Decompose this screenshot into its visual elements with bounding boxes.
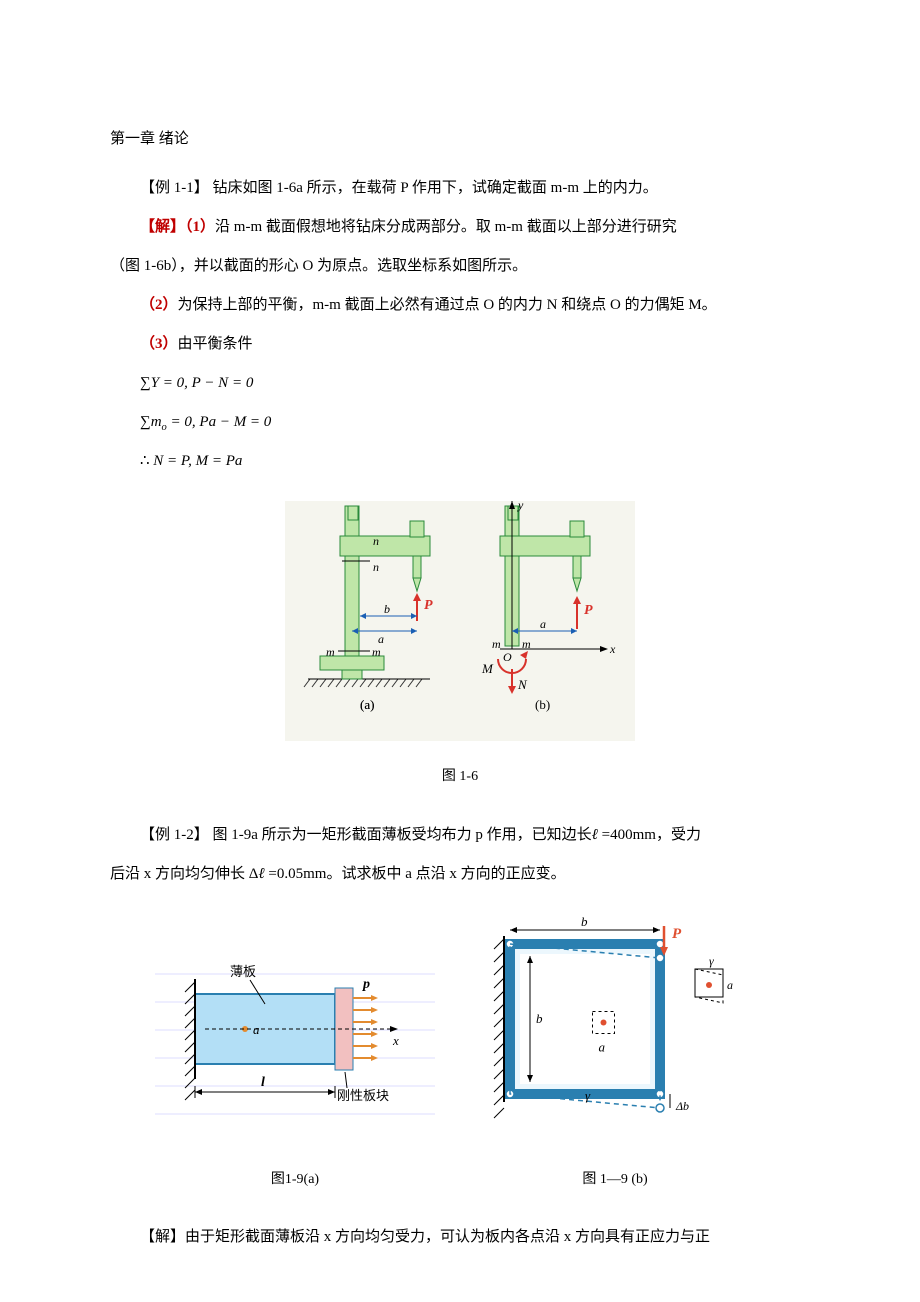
ex1-step1-cont: （图 1-6b），并以截面的形心 O 为原点。选取坐标系如图所示。 (110, 247, 810, 286)
ex2-heading: 【例 1-2】 图 1-9a 所示为一矩形截面薄板受均布力 p 作用，已知边长ℓ… (110, 816, 810, 855)
svg-text:P: P (424, 598, 433, 613)
svg-text:薄板: 薄板 (230, 964, 256, 979)
svg-text:l: l (261, 1075, 265, 1090)
step1-text: 沿 m-m 截面假想地将钻床分成两部分。取 m-m 截面以上部分进行研究 (215, 219, 677, 235)
eq2: ∑mo = 0, Pa − M = 0 (110, 403, 810, 442)
fig-1-9a-svg: a薄板pxl刚性板块 (155, 944, 435, 1144)
svg-text:b: b (384, 602, 390, 616)
svg-text:m: m (522, 637, 531, 651)
svg-text:γ: γ (585, 1088, 591, 1103)
ex2-cont: 后沿 x 方向均匀伸长 Δℓ =0.05mm。试求板中 a 点沿 x 方向的正应… (110, 855, 810, 894)
svg-text:M: M (481, 661, 494, 676)
ex1-step2: （2）为保持上部的平衡，m-m 截面上必然有通过点 O 的内力 N 和绕点 O … (110, 286, 810, 325)
svg-text:P: P (584, 603, 593, 618)
sol2-text: 【解】由于矩形截面薄板沿 x 方向均匀受力，可认为板内各点沿 x 方向具有正应力… (110, 1218, 810, 1257)
svg-text:Δb: Δb (675, 1099, 689, 1113)
ex1-heading: 【例 1-1】 钻床如图 1-6a 所示，在载荷 P 作用下，试确定截面 m-m… (110, 169, 810, 208)
step1-marker: （1） (185, 219, 215, 235)
step3-text: 由平衡条件 (178, 336, 253, 352)
svg-text:b: b (536, 1011, 543, 1026)
svg-text:(b): (b) (535, 697, 550, 712)
svg-text:n: n (373, 534, 379, 548)
fig-1-6-caption: 图 1-6 (285, 759, 635, 795)
svg-text:b: b (581, 914, 588, 929)
eq3: ∴ N = P, M = Pa (110, 442, 810, 481)
svg-text:x: x (392, 1033, 399, 1048)
chapter-title: 第一章 绪论 (110, 120, 810, 159)
ex1-step3: （3）由平衡条件 (110, 325, 810, 364)
fig-1-9b-svg: aPbbγΔbaγ (465, 914, 765, 1144)
fig-1-9b-caption: 图 1—9 (b) (465, 1162, 765, 1198)
fig-1-9a-caption: 图1-9(a) (155, 1162, 435, 1198)
svg-text:(a): (a) (360, 697, 374, 712)
step3-marker: （3） (140, 336, 178, 352)
svg-text:y: y (517, 501, 524, 512)
sol-label: 【解】 (140, 219, 185, 235)
svg-text:a: a (540, 617, 546, 631)
svg-text:x: x (609, 642, 616, 656)
step2-marker: （2） (140, 297, 178, 313)
svg-text:a: a (599, 1040, 606, 1055)
svg-text:P: P (672, 926, 682, 942)
svg-text:m: m (372, 645, 381, 659)
figure-1-6: nnPbamm(a)(a)yxPammOMN(b) 图 1-6 (110, 501, 810, 796)
svg-text:n: n (373, 560, 379, 574)
svg-text:O: O (503, 650, 512, 664)
svg-text:a: a (727, 978, 733, 992)
figure-1-9: a薄板pxl刚性板块 图1-9(a) aPbbγΔbaγ 图 1—9 (b) (110, 914, 810, 1198)
svg-text:m: m (326, 645, 335, 659)
eq1: ∑Y = 0, P − N = 0 (110, 364, 810, 403)
svg-text:N: N (517, 677, 528, 692)
svg-text:m: m (492, 637, 501, 651)
svg-text:a: a (378, 632, 384, 646)
svg-text:刚性板块: 刚性板块 (337, 1088, 389, 1103)
svg-text:p: p (362, 977, 370, 992)
svg-text:γ: γ (709, 954, 714, 968)
ex1-step1: 【解】（1）沿 m-m 截面假想地将钻床分成两部分。取 m-m 截面以上部分进行… (110, 208, 810, 247)
step2-text: 为保持上部的平衡，m-m 截面上必然有通过点 O 的内力 N 和绕点 O 的力偶… (178, 297, 717, 313)
fig-1-6-svg: nnPbamm(a)(a)yxPammOMN(b) (285, 501, 635, 741)
